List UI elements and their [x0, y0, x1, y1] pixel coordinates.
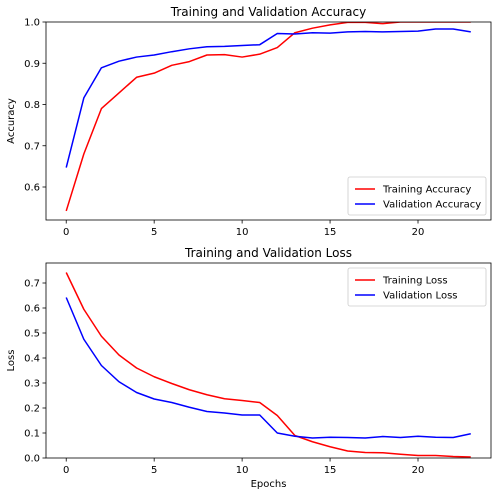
loss-x-tick-label: 10 [236, 465, 249, 476]
accuracy-y-tick-label: 0.7 [24, 141, 40, 152]
loss-y-tick-label: 0.0 [24, 454, 40, 465]
loss-x-tick-label: 5 [151, 465, 157, 476]
accuracy-y-tick-label: 0.6 [24, 183, 40, 194]
accuracy-y-tick-label: 0.9 [24, 59, 40, 70]
accuracy-x-tick-label: 20 [412, 227, 425, 238]
accuracy-x-tick-label: 0 [63, 227, 69, 238]
accuracy-y-tick-label: 1.0 [24, 18, 40, 29]
training-accuracy-legend-label: Training Accuracy [382, 185, 471, 196]
accuracy-x-tick-label: 15 [324, 227, 337, 238]
training-accuracy-line [65, 22, 471, 212]
accuracy-y-tick-label: 0.8 [24, 100, 40, 111]
accuracy-axes-frame [45, 21, 492, 221]
loss-y-tick-label: 0.2 [24, 404, 40, 415]
loss-legend: Training Loss Validation Loss [347, 267, 487, 307]
accuracy-y-axis-label: Accuracy [6, 98, 17, 144]
loss-x-tick-label: 0 [63, 465, 69, 476]
accuracy-legend: Training Accuracy Validation Accuracy [347, 176, 487, 216]
loss-y-tick-label: 0.6 [24, 304, 40, 315]
loss-y-tick-label: 0.5 [24, 329, 40, 340]
accuracy-chart: Training and Validation Accuracy 0 5 10 15 20… [6, 5, 492, 238]
loss-x-tick-label: 15 [324, 465, 337, 476]
accuracy-x-tick-label: 5 [151, 227, 157, 238]
accuracy-legend-box [347, 176, 487, 216]
loss-legend-box [347, 267, 487, 307]
loss-y-axis-label: Loss [6, 350, 17, 372]
training-loss-line [65, 272, 471, 458]
validation-loss-legend-label: Validation Loss [383, 291, 458, 302]
accuracy-chart-title: Training and Validation Accuracy [170, 5, 366, 19]
validation-loss-line [65, 297, 471, 439]
validation-accuracy-line [65, 28, 471, 168]
training-loss-legend-label: Training Loss [382, 276, 448, 287]
loss-x-axis-label: Epochs [251, 479, 287, 490]
loss-y-tick-label: 0.7 [24, 279, 40, 290]
loss-axes-frame [45, 262, 492, 459]
loss-y-tick-label: 0.3 [24, 379, 40, 390]
loss-chart: Training and Validation Loss 0 5 10 15 20 0.0 0… [6, 246, 492, 490]
accuracy-x-tick-label: 10 [236, 227, 249, 238]
loss-chart-title: Training and Validation Loss [184, 246, 352, 260]
loss-y-tick-label: 0.1 [24, 429, 40, 440]
loss-y-tick-label: 0.4 [24, 354, 40, 365]
validation-accuracy-legend-label: Validation Accuracy [383, 200, 481, 211]
loss-x-tick-label: 20 [412, 465, 425, 476]
